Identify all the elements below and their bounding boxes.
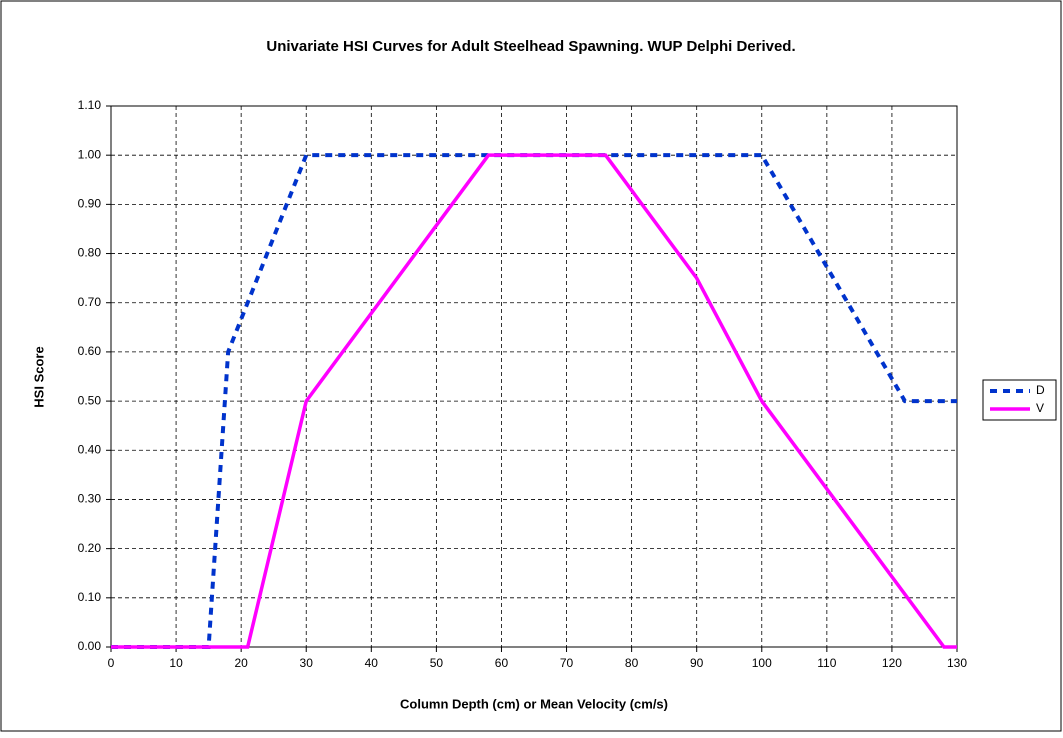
plot-border	[110, 105, 958, 648]
x-tick-label: 50	[430, 656, 444, 670]
legend-label: D	[1036, 383, 1045, 397]
y-tick-label: 0.40	[78, 442, 102, 456]
chart-title: Univariate HSI Curves for Adult Steelhea…	[266, 38, 795, 55]
y-tick-label: 0.60	[78, 344, 102, 358]
x-tick-label: 120	[882, 656, 902, 670]
y-tick-label: 0.50	[78, 393, 102, 407]
y-tick-label: 0.00	[78, 639, 102, 653]
y-tick-label: 1.00	[78, 147, 102, 161]
x-axis-label: Column Depth (cm) or Mean Velocity (cm/s…	[400, 696, 668, 711]
y-tick-label: 0.70	[78, 295, 102, 309]
x-tick-label: 0	[108, 656, 115, 670]
y-tick-label: 0.10	[78, 590, 102, 604]
y-tick-label: 0.30	[78, 492, 102, 506]
x-tick-label: 90	[690, 656, 704, 670]
x-tick-label: 60	[495, 656, 509, 670]
y-tick-label: 0.80	[78, 246, 102, 260]
legend-box	[982, 379, 1057, 421]
x-tick-label: 70	[560, 656, 574, 670]
y-tick-label: 0.20	[78, 541, 102, 555]
legend-label: V	[1036, 401, 1044, 415]
x-tick-label: 20	[234, 656, 248, 670]
x-tick-label: 10	[169, 656, 183, 670]
y-tick-label: 1.10	[78, 98, 102, 112]
x-tick-label: 100	[752, 656, 772, 670]
x-tick-label: 30	[300, 656, 314, 670]
x-tick-label: 80	[625, 656, 639, 670]
y-axis-label: HSI Score	[31, 346, 46, 407]
line-series	[111, 153, 957, 649]
x-tick-label: 110	[817, 656, 836, 670]
y-tick-label: 0.90	[78, 197, 102, 211]
x-tick-label: 130	[947, 656, 967, 670]
x-tick-label: 40	[365, 656, 379, 670]
